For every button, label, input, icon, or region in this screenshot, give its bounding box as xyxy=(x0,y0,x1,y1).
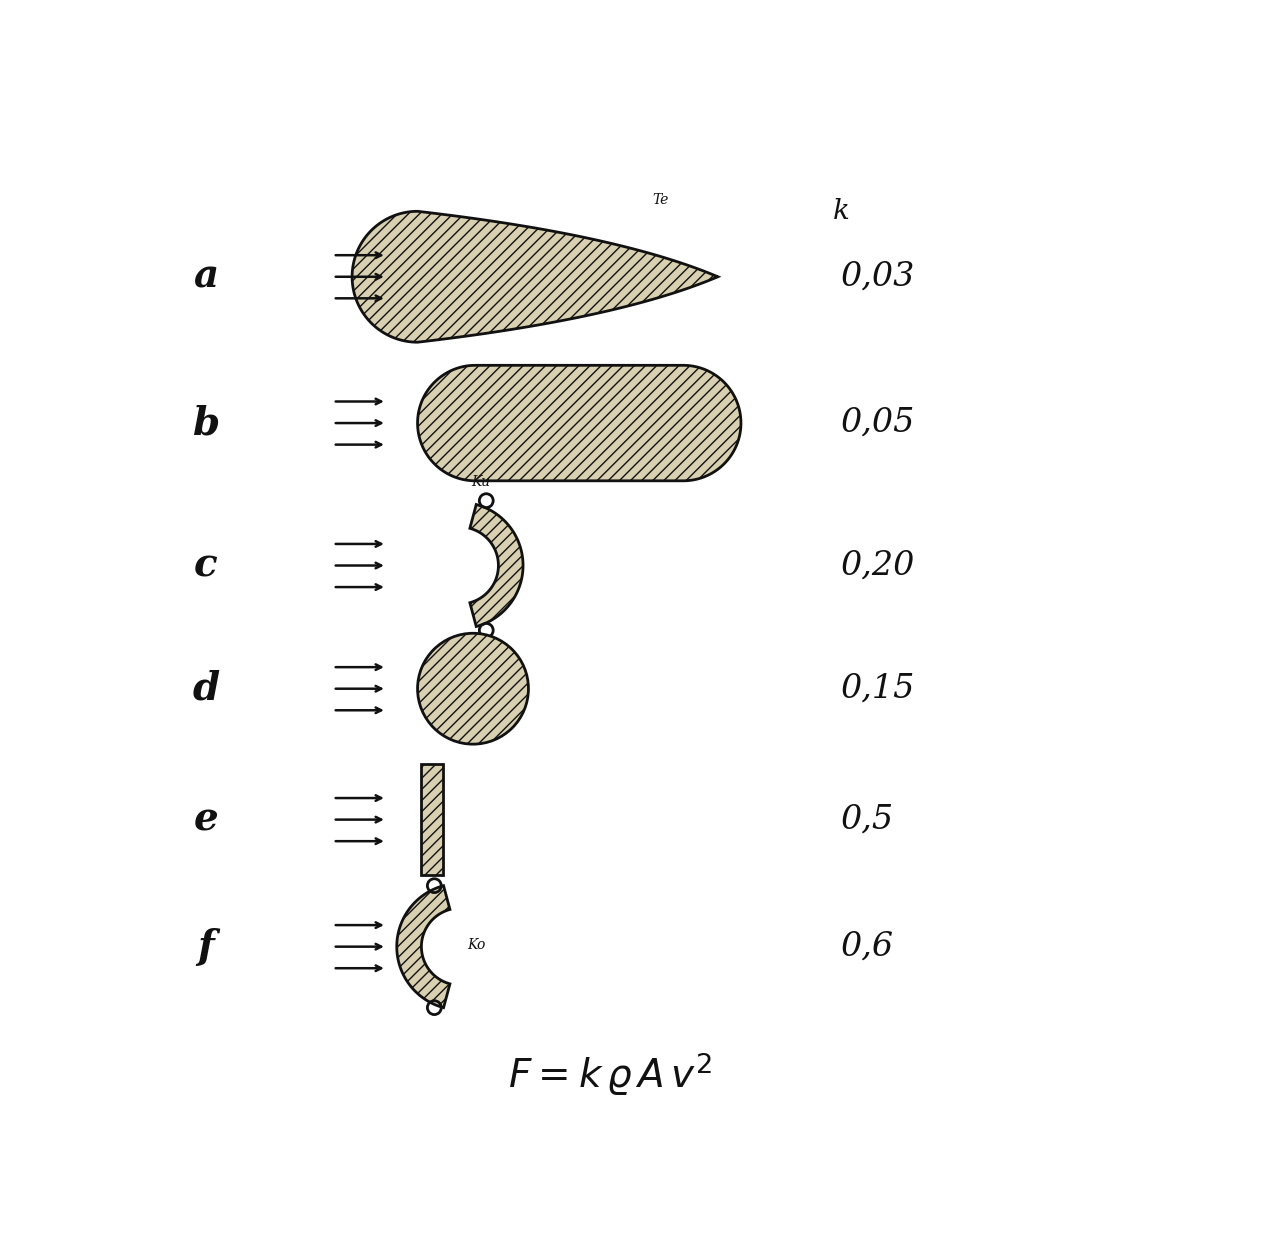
Text: 0,5: 0,5 xyxy=(841,804,894,835)
Text: 0,6: 0,6 xyxy=(841,930,894,963)
Text: $F = k\,\varrho\,A\,v^2$: $F = k\,\varrho\,A\,v^2$ xyxy=(508,1050,712,1097)
Text: 0,03: 0,03 xyxy=(841,261,915,292)
Text: k: k xyxy=(832,198,850,224)
Text: 0,15: 0,15 xyxy=(841,672,915,705)
Polygon shape xyxy=(353,212,718,342)
Text: Ko: Ko xyxy=(468,938,486,952)
Text: b: b xyxy=(192,404,219,443)
Text: 0,05: 0,05 xyxy=(841,408,915,439)
Bar xyxy=(422,764,444,875)
Circle shape xyxy=(418,633,528,744)
Text: c: c xyxy=(194,547,218,584)
Polygon shape xyxy=(470,504,523,627)
Text: Ku: Ku xyxy=(472,474,491,489)
Text: d: d xyxy=(192,670,219,707)
Polygon shape xyxy=(418,365,741,480)
Text: e: e xyxy=(194,800,218,839)
Text: a: a xyxy=(194,258,218,296)
Text: 0,20: 0,20 xyxy=(841,549,915,582)
Text: Te: Te xyxy=(653,193,669,207)
Text: f: f xyxy=(197,928,214,966)
Polygon shape xyxy=(396,885,450,1008)
